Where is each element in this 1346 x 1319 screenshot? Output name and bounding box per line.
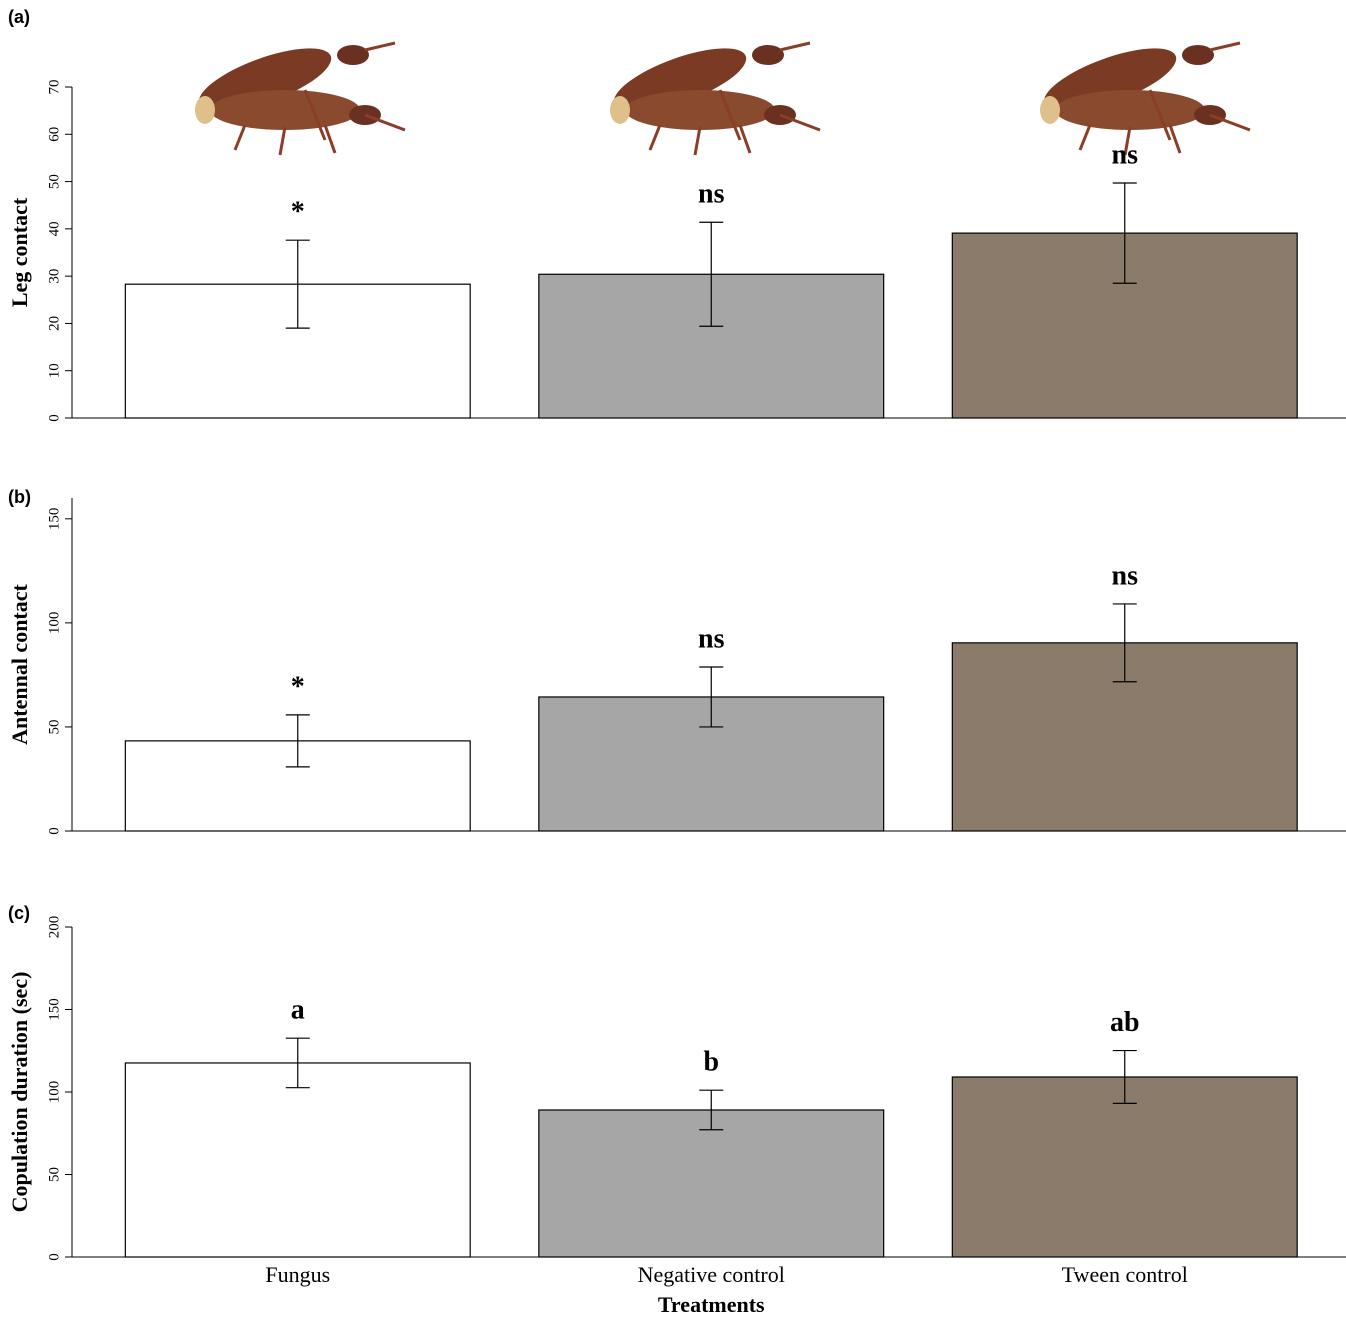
significance-label: b — [703, 1047, 719, 1078]
beetle-illustration — [1035, 33, 1252, 157]
y-tick-label: 50 — [46, 1167, 62, 1182]
y-tick-label: 0 — [46, 1253, 62, 1261]
error-bar — [699, 221, 724, 327]
y-tick-label: 200 — [46, 916, 62, 939]
error-bar — [1112, 603, 1137, 683]
panel-label: (c) — [8, 903, 30, 923]
beetle-illustration — [605, 33, 822, 157]
y-tick-label: 70 — [46, 80, 62, 95]
y-tick-label: 100 — [46, 1081, 62, 1104]
y-tick-label: 0 — [46, 827, 62, 835]
significance-label: * — [291, 197, 305, 228]
panel-label: (a) — [8, 7, 30, 27]
y-tick-label: 60 — [46, 127, 62, 142]
x-tick-label: Fungus — [265, 1262, 330, 1287]
significance-label: ns — [698, 623, 725, 654]
y-axis-label: Copulation duration (sec) — [7, 972, 32, 1213]
significance-label: a — [291, 995, 305, 1026]
error-bar — [1112, 1049, 1137, 1104]
x-axis-label: Treatments — [658, 1292, 765, 1317]
y-tick-label: 0 — [46, 414, 62, 422]
error-bar — [699, 666, 724, 728]
y-tick-label: 100 — [46, 612, 62, 635]
beetle-illustration — [190, 33, 407, 157]
y-axis-label: Antennal contact — [7, 583, 32, 744]
y-tick-label: 50 — [46, 174, 62, 189]
y-axis-label: Leg contact — [7, 197, 32, 307]
y-tick-label: 40 — [46, 221, 62, 236]
x-tick-label: Tween control — [1062, 1262, 1188, 1287]
significance-label: ns — [698, 179, 725, 210]
bar — [124, 1062, 471, 1258]
x-tick-label: Negative control — [638, 1262, 785, 1287]
error-bar — [285, 239, 310, 329]
y-tick-label: 30 — [46, 269, 62, 284]
y-tick-label: 20 — [46, 316, 62, 331]
error-bar — [1112, 182, 1137, 284]
significance-label: ns — [1112, 560, 1139, 591]
y-tick-label: 50 — [46, 719, 62, 734]
significance-label: * — [291, 671, 305, 702]
significance-label: ab — [1110, 1007, 1140, 1038]
y-tick-label: 150 — [46, 998, 62, 1021]
significance-label: ns — [1112, 139, 1139, 170]
panel-label: (b) — [8, 487, 31, 507]
bar — [538, 1109, 885, 1258]
y-tick-label: 150 — [46, 508, 62, 531]
y-tick-label: 10 — [46, 363, 62, 378]
error-bar — [285, 714, 310, 768]
error-bar — [699, 1089, 724, 1131]
bar — [951, 1076, 1298, 1258]
error-bar — [285, 1037, 310, 1089]
